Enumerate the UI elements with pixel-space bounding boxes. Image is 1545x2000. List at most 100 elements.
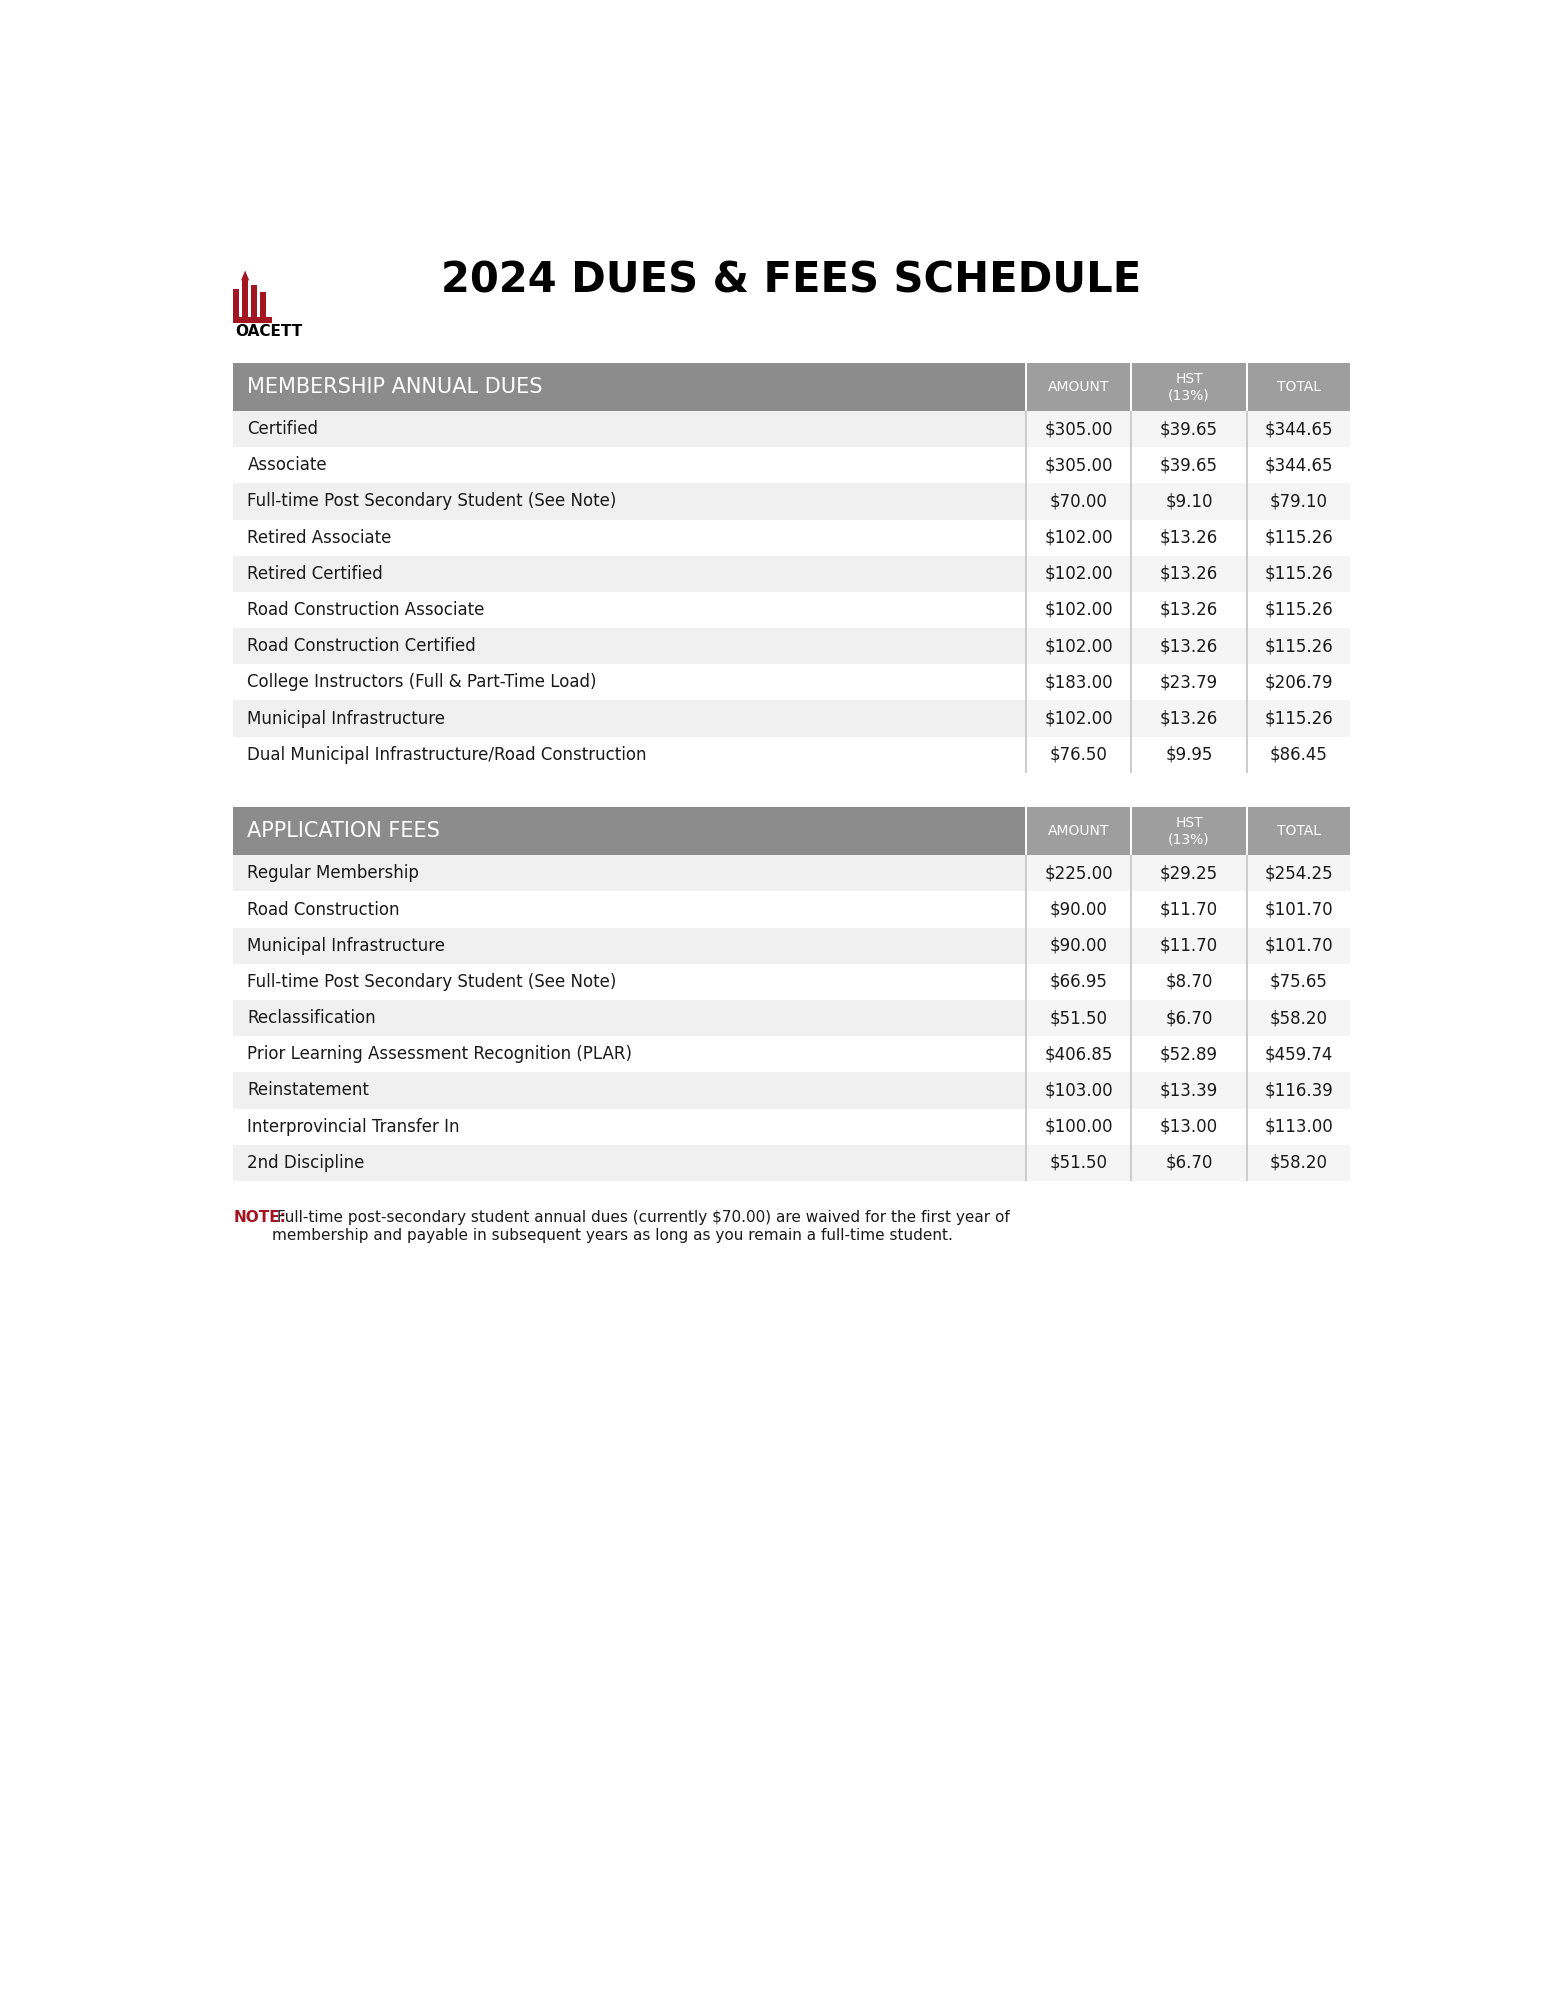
Bar (1026, 628, 1027, 664)
Text: $58.20: $58.20 (1270, 1154, 1327, 1172)
Bar (1131, 628, 1247, 664)
Bar (1247, 736, 1248, 772)
Bar (1129, 700, 1131, 736)
Text: $13.26: $13.26 (1160, 564, 1217, 582)
Bar (233, 856, 1026, 892)
Text: Full-time Post Secondary Student (See Note): Full-time Post Secondary Student (See No… (247, 492, 616, 510)
Bar (233, 928, 1026, 964)
Bar (233, 1000, 1026, 1036)
Text: Municipal Infrastructure: Municipal Infrastructure (247, 936, 445, 954)
Bar (1026, 928, 1027, 964)
Text: HST
(13%): HST (13%) (1168, 372, 1210, 402)
Bar (233, 1036, 1026, 1072)
Bar (1026, 1072, 1131, 1108)
Text: $6.70: $6.70 (1165, 1154, 1213, 1172)
Text: Certified: Certified (247, 420, 318, 438)
Bar (1129, 856, 1131, 892)
Bar (1026, 1036, 1027, 1072)
Bar (1129, 410, 1131, 448)
Bar (1026, 892, 1131, 928)
Bar (1026, 856, 1027, 892)
Bar (1026, 1144, 1027, 1180)
Text: $52.89: $52.89 (1160, 1046, 1217, 1064)
Bar (1247, 1144, 1248, 1180)
Text: College Instructors (Full & Part-Time Load): College Instructors (Full & Part-Time Lo… (247, 674, 596, 692)
Bar (233, 448, 1026, 484)
Text: Reclassification: Reclassification (247, 1010, 375, 1028)
Text: 2024 DUES & FEES SCHEDULE: 2024 DUES & FEES SCHEDULE (442, 260, 1142, 302)
Bar (1129, 1144, 1131, 1180)
Bar (1247, 592, 1248, 628)
Text: $13.26: $13.26 (1160, 710, 1217, 728)
Bar (1026, 556, 1027, 592)
Text: NOTE:: NOTE: (233, 1210, 286, 1226)
Text: $305.00: $305.00 (1044, 420, 1112, 438)
Bar (1026, 964, 1131, 1000)
Bar (1129, 628, 1131, 664)
Text: $115.26: $115.26 (1264, 600, 1333, 618)
Text: $90.00: $90.00 (1049, 936, 1108, 954)
Bar (1247, 484, 1350, 520)
Bar (1026, 520, 1131, 556)
Text: $103.00: $103.00 (1044, 1082, 1112, 1100)
Bar (233, 1144, 1026, 1180)
Bar (233, 520, 1026, 556)
Bar (1247, 1072, 1248, 1108)
Bar (1026, 1072, 1027, 1108)
Bar (1129, 964, 1131, 1000)
Bar (1131, 664, 1247, 700)
Bar (1026, 628, 1131, 664)
Bar (1247, 592, 1350, 628)
Bar (1131, 700, 1247, 736)
Bar (1026, 964, 1027, 1000)
Bar (1131, 1144, 1247, 1180)
Text: $113.00: $113.00 (1264, 1118, 1333, 1136)
Text: $51.50: $51.50 (1049, 1154, 1108, 1172)
Text: TOTAL: TOTAL (1276, 380, 1321, 394)
Text: $183.00: $183.00 (1044, 674, 1112, 692)
Bar (1129, 592, 1131, 628)
Text: OACETT: OACETT (235, 324, 303, 340)
Bar (1024, 808, 1027, 856)
Bar (1129, 664, 1131, 700)
Bar (1247, 628, 1248, 664)
Bar (1026, 410, 1131, 448)
Bar (1247, 856, 1248, 892)
Bar (233, 628, 1026, 664)
Bar (1247, 556, 1248, 592)
Bar (1026, 856, 1131, 892)
Text: $102.00: $102.00 (1044, 600, 1112, 618)
Bar (1131, 736, 1247, 772)
Bar (1247, 448, 1248, 484)
Bar (1131, 1108, 1247, 1144)
Bar (1129, 484, 1131, 520)
Bar (243, 280, 249, 316)
Bar (1131, 410, 1247, 448)
Text: $13.26: $13.26 (1160, 528, 1217, 546)
Text: HST
(13%): HST (13%) (1168, 816, 1210, 846)
Text: $51.50: $51.50 (1049, 1010, 1108, 1028)
Text: $13.26: $13.26 (1160, 600, 1217, 618)
Bar (233, 290, 239, 316)
Bar (1129, 892, 1131, 928)
Bar (1131, 364, 1247, 410)
Text: Regular Membership: Regular Membership (247, 864, 419, 882)
Bar (1247, 1072, 1350, 1108)
Bar (233, 1108, 1026, 1144)
Bar (1026, 520, 1027, 556)
Text: $102.00: $102.00 (1044, 528, 1112, 546)
Text: Retired Associate: Retired Associate (247, 528, 392, 546)
Bar (1247, 364, 1350, 410)
Text: $6.70: $6.70 (1165, 1010, 1213, 1028)
Text: TOTAL: TOTAL (1276, 824, 1321, 838)
Text: Road Construction: Road Construction (247, 900, 400, 918)
Bar (1247, 892, 1248, 928)
Text: Retired Certified: Retired Certified (247, 564, 383, 582)
Bar (233, 364, 1350, 410)
Bar (1247, 410, 1350, 448)
Bar (1247, 700, 1248, 736)
Bar (1026, 1144, 1131, 1180)
Text: $13.26: $13.26 (1160, 638, 1217, 656)
Text: $101.70: $101.70 (1264, 900, 1333, 918)
Bar (1247, 628, 1350, 664)
